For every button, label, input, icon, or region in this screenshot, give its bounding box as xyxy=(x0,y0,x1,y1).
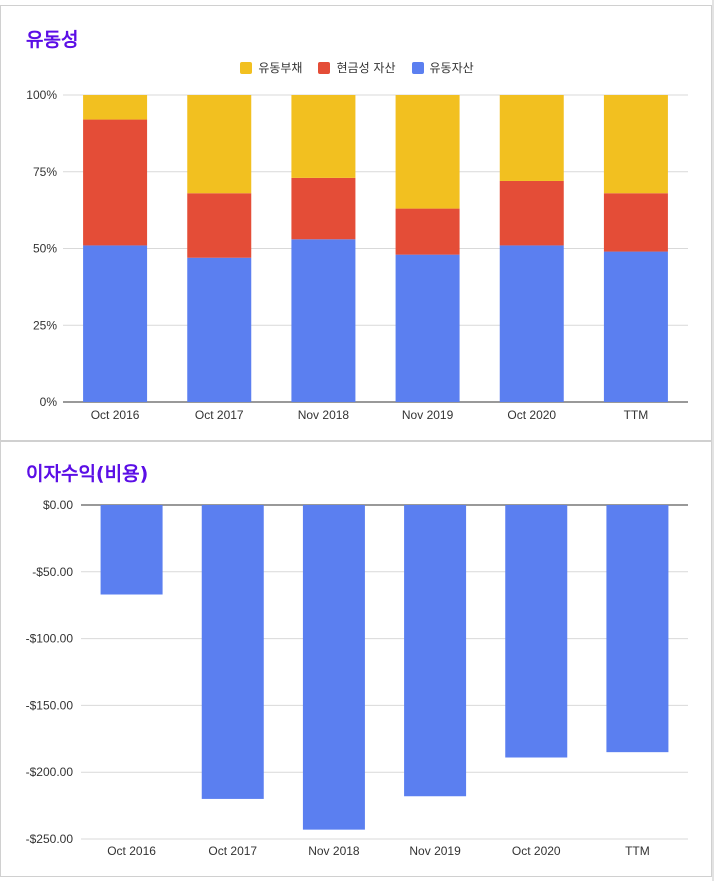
bar xyxy=(201,505,264,799)
bar-segment xyxy=(603,193,668,252)
bar-segment xyxy=(291,95,356,178)
bar-segment xyxy=(395,95,460,209)
x-tick-label: Nov 2018 xyxy=(308,844,360,858)
bar-segment xyxy=(291,239,356,402)
liquidity-stacked-bar-chart: 0% 25% 50% 75% 100% Oct 2016 Oct 2017 Nov 2018 N… xyxy=(26,88,688,422)
legend-label: 유동자산 xyxy=(429,61,474,75)
y-tick-label: -$100.00 xyxy=(26,632,74,646)
bar-segment xyxy=(603,95,668,194)
legend-label: 현금성 자산 xyxy=(336,61,396,75)
y-tick-label: 75% xyxy=(33,165,57,179)
bar-segment xyxy=(499,95,564,181)
y-tick-label: 50% xyxy=(33,242,57,256)
x-tick-label: Oct 2020 xyxy=(507,408,556,422)
x-tick-label: Oct 2017 xyxy=(208,844,257,858)
legend-swatch xyxy=(240,61,253,74)
bar-segment xyxy=(395,208,460,255)
legend-item-cash-assets[interactable]: 현금성 자산 xyxy=(318,59,396,76)
x-tick-label: Nov 2019 xyxy=(409,844,461,858)
bar-segment xyxy=(187,257,252,402)
interest-bar-chart: $0.00 -$50.00 -$100.00 -$150.00 -$200.00 -$25… xyxy=(26,498,688,858)
bar-segment xyxy=(395,254,460,402)
chart-legend: 유동부채 현금성 자산 유동자산 xyxy=(1,59,713,76)
legend-item-current-liabilities[interactable]: 유동부채 xyxy=(240,59,302,76)
x-tick-label: TTM xyxy=(624,408,649,422)
chart-title: 유동성 xyxy=(26,29,79,51)
x-tick-label: Nov 2019 xyxy=(402,408,454,422)
bar-segment xyxy=(499,245,564,402)
bar-segment xyxy=(499,180,564,246)
y-tick-label: 25% xyxy=(33,318,57,332)
legend-swatch xyxy=(318,61,331,74)
bar xyxy=(505,505,568,758)
bar xyxy=(302,505,365,830)
bar-segment xyxy=(291,177,356,240)
sheet-edge xyxy=(712,0,714,881)
legend-label: 유동부채 xyxy=(258,61,303,75)
y-tick-label: -$150.00 xyxy=(26,698,74,712)
bar-segment xyxy=(603,251,668,402)
interest-chart-panel: 이자수익(비용) $0.00 -$50.00 -$100.00 -$150.00 -$2… xyxy=(0,441,712,877)
y-tick-label: 0% xyxy=(40,395,58,409)
y-tick-label: -$200.00 xyxy=(26,765,74,779)
x-tick-label: Nov 2018 xyxy=(298,408,350,422)
bar-segment xyxy=(83,95,148,120)
x-tick-label: Oct 2020 xyxy=(512,844,561,858)
bar xyxy=(606,505,669,753)
chart-title: 이자수익(비용) xyxy=(26,463,149,485)
y-tick-label: -$50.00 xyxy=(32,565,73,579)
bar-segment xyxy=(83,245,148,402)
bar-segment xyxy=(187,95,252,194)
y-tick-label: $0.00 xyxy=(43,498,73,512)
legend-swatch xyxy=(411,61,424,74)
bar-segment xyxy=(83,119,148,246)
liquidity-chart-panel: 유동성 유동부채 현금성 자산 유동자산 0% 25% 50% 75% 100% Oct … xyxy=(0,5,712,441)
bar-segment xyxy=(187,193,252,258)
x-tick-label: Oct 2017 xyxy=(195,408,244,422)
x-tick-label: Oct 2016 xyxy=(107,844,156,858)
x-tick-label: Oct 2016 xyxy=(91,408,140,422)
x-tick-label: TTM xyxy=(625,844,650,858)
bar xyxy=(404,505,467,797)
y-tick-label: 100% xyxy=(26,88,57,102)
bar xyxy=(100,505,163,595)
y-tick-label: -$250.00 xyxy=(26,832,74,846)
legend-item-current-assets[interactable]: 유동자산 xyxy=(411,59,474,76)
